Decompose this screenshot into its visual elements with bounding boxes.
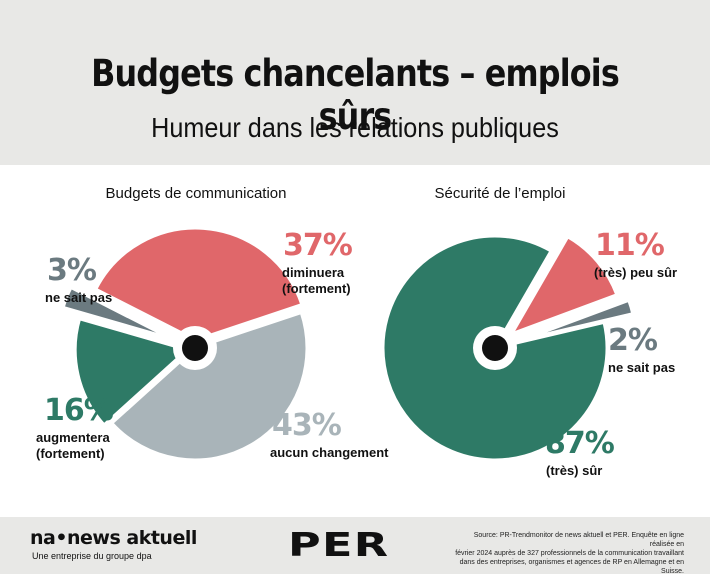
pie-emploi bbox=[381, 234, 635, 462]
slice-label-pct: 37% bbox=[283, 228, 353, 263]
chart-title-emploi: Sécurité de l’emploi bbox=[434, 185, 566, 202]
slice-label-pct: 2% bbox=[608, 323, 658, 358]
source-note: Source: PR-Trendmonitor de news aktuell … bbox=[452, 531, 684, 576]
pie-budgets bbox=[61, 226, 309, 462]
slice-label-pct: 43% bbox=[272, 408, 342, 443]
slice-label-pct: 3% bbox=[47, 253, 97, 288]
slice-label-text: (très) peu sûr bbox=[594, 265, 678, 280]
chart-title-budgets: Budgets de communication bbox=[105, 185, 287, 202]
pie-slice bbox=[510, 235, 619, 336]
source-line: février 2024 auprès de 327 professionnel… bbox=[455, 550, 684, 557]
pie-slice bbox=[61, 286, 173, 340]
source-line: dans des entreprises, organismes et agen… bbox=[459, 559, 684, 575]
label-line: (fortement) bbox=[282, 281, 351, 296]
pie-slice bbox=[522, 298, 635, 341]
slice-label-text: ne sait pas bbox=[45, 290, 113, 305]
slice-label-pct: 87% bbox=[545, 426, 615, 461]
slice-label-text: aucun changement bbox=[270, 445, 389, 460]
pie-center-dot bbox=[482, 335, 508, 361]
brand-tagline: Une entreprise du groupe dpa bbox=[32, 551, 152, 561]
pie-center-dot bbox=[182, 335, 208, 361]
pie-slice bbox=[110, 311, 309, 462]
header-band bbox=[0, 0, 710, 165]
page-subtitle: Humeur dans les relations publiques bbox=[151, 112, 559, 143]
label-line: augmentera bbox=[36, 430, 110, 445]
footer-band bbox=[0, 517, 710, 574]
pie-slice bbox=[94, 226, 304, 342]
label-line: diminuera bbox=[282, 265, 345, 280]
slice-label-text: diminuera (fortement) bbox=[282, 265, 351, 297]
per-logo: PER bbox=[288, 525, 390, 564]
slice-label-pct: 11% bbox=[595, 228, 665, 263]
page-title: Budgets chancelants – emplois sûrs bbox=[91, 52, 620, 138]
slice-label-pct: 16% bbox=[44, 393, 114, 428]
source-line: Source: PR-Trendmonitor de news aktuell … bbox=[473, 532, 684, 548]
news-aktuell-logo: na•news aktuell bbox=[30, 527, 197, 549]
label-line: (fortement) bbox=[36, 446, 105, 461]
slice-label-text: ne sait pas bbox=[608, 360, 676, 375]
pie-slice bbox=[73, 317, 189, 427]
slice-label-text: augmentera (fortement) bbox=[36, 430, 110, 462]
slice-label-text: (très) sûr bbox=[546, 463, 603, 478]
